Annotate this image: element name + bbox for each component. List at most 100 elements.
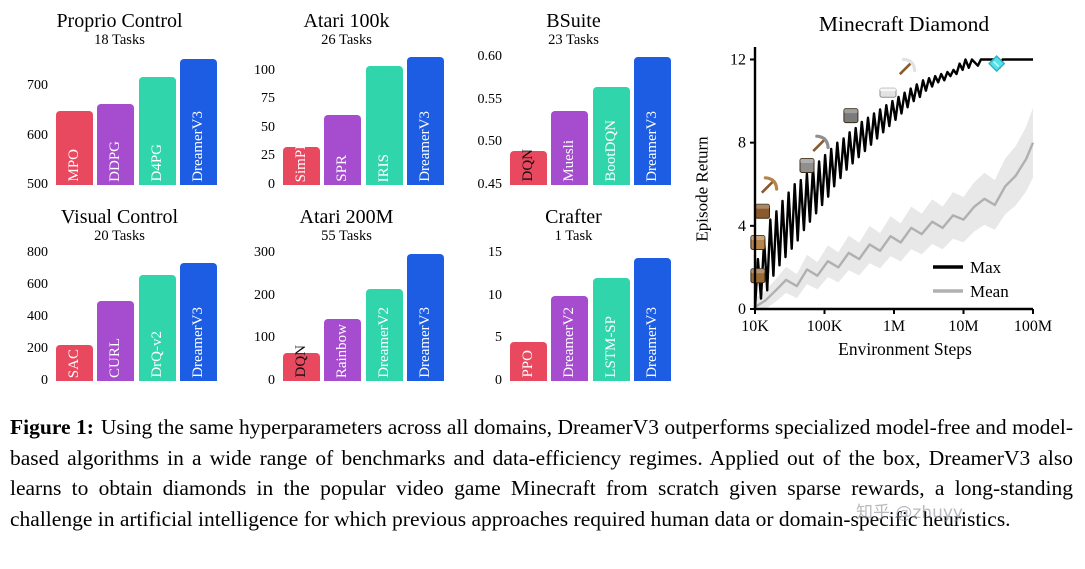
bar-dreamerv2: DreamerV2 — [365, 289, 403, 381]
x-axis-label: Environment Steps — [838, 339, 972, 359]
bars: MPO DDPG D4PG DreamerV3 — [54, 57, 219, 185]
chart-minecraft-diamond: Minecraft Diamond Episode Return 0 4 8 12 10… — [691, 6, 1083, 360]
y-tick-label: 200 — [27, 340, 48, 356]
y-tick-label: 50 — [261, 119, 275, 135]
bar-charts-grid: Proprio Control 18 Tasks 500 600 700 MPO DDP… — [6, 6, 687, 398]
plank-block-icon — [750, 235, 766, 250]
visual-control-plot: 0 200 400 600 800 SAC CURL DrQ-v2 DreamerV3 — [27, 245, 219, 387]
bar-dreamerv3: DreamerV3 — [406, 253, 444, 381]
bar-value-label: DreamerV3 — [189, 307, 206, 378]
caption-text: Using the same hyperparameters across al… — [10, 415, 1074, 531]
y-tick-label: 0.45 — [477, 176, 503, 192]
y-tick-label: 10 — [488, 287, 502, 303]
bar-dreamerv3: DreamerV3 — [179, 262, 217, 381]
chart-title: Proprio Control — [56, 10, 183, 32]
y-tick-label: 500 — [27, 176, 48, 192]
y-tick-label: 0 — [268, 372, 275, 388]
bar-value-label: Muesli — [561, 140, 578, 182]
y-tick-label: 8 — [738, 135, 746, 152]
bar-value-label: D4PG — [148, 144, 165, 182]
y-tick-label: 0 — [41, 372, 48, 388]
figure-1: Proprio Control 18 Tasks 500 600 700 MPO DDP… — [6, 6, 1083, 398]
chart-atari-200m: Atari 200M 55 Tasks 0 100 200 300 DQN Rainbow… — [233, 202, 460, 398]
minecraft-plot-svg: 0 4 8 12 10K 100K 1M 10M 100M Max Mean — [730, 47, 1052, 335]
y-tick-label: 0 — [495, 372, 502, 388]
bar-ddpg: DDPG — [97, 103, 135, 185]
bar-rainbow: Rainbow — [324, 319, 362, 381]
chart-subtitle: 26 Tasks — [321, 32, 372, 48]
y-tick-label: 400 — [27, 308, 48, 324]
chart-title: Visual Control — [60, 206, 179, 228]
bar-dreamerv3: DreamerV3 — [633, 258, 671, 381]
figure-caption: Figure 1: Using the same hyperparameters … — [10, 412, 1073, 535]
bar-value-label: DQN — [520, 149, 536, 182]
bars: DQN Muesli BootDQN DreamerV3 — [508, 56, 673, 185]
bar-value-label: DreamerV3 — [643, 111, 660, 182]
bar-value-label: DreamerV3 — [416, 111, 433, 182]
stone-block-icon — [799, 158, 815, 173]
bar-value-label: SAC — [66, 348, 82, 378]
furnace-block-icon — [843, 108, 859, 124]
x-tick-label: 1M — [883, 318, 905, 335]
chart-subtitle: 1 Task — [554, 228, 593, 244]
bar-drq-v2: DrQ-v2 — [138, 275, 176, 381]
chart-crafter: Crafter 1 Task 0 5 10 15 PPO DreamerV2 LSTM-SP… — [460, 202, 687, 398]
bar-lstm-sp: LSTM-SP — [592, 277, 630, 381]
bars: SAC CURL DrQ-v2 DreamerV3 — [54, 253, 219, 381]
y-axis-label-text: Episode Return — [693, 136, 713, 242]
bar-value-label: DreamerV2 — [561, 307, 578, 378]
chart-title: Atari 100k — [303, 10, 390, 32]
chart-title: Atari 200M — [299, 206, 394, 228]
stone-pickaxe-icon — [812, 134, 830, 152]
y-tick-label: 15 — [488, 244, 502, 260]
bar-dreamerv2: DreamerV2 — [551, 295, 589, 381]
chart-subtitle: 55 Tasks — [321, 228, 372, 244]
bar-dreamerv3: DreamerV3 — [179, 59, 217, 185]
y-tick-label: 800 — [27, 244, 48, 260]
y-tick-label: 0 — [268, 176, 275, 192]
y-tick-label: 75 — [261, 91, 275, 107]
chart-proprio-control: Proprio Control 18 Tasks 500 600 700 MPO DDP… — [6, 6, 233, 202]
max-line — [753, 58, 1033, 310]
mean-band — [755, 107, 1033, 309]
bsuite-plot: 0.45 0.50 0.55 0.60 DQN Muesli BootDQN DreamerV… — [478, 49, 673, 191]
bar-value-label: MPO — [66, 149, 82, 182]
x-tick-label: 100M — [1014, 318, 1052, 335]
y-tick-label: 0.60 — [477, 48, 503, 64]
bar-value-label: DrQ-v2 — [148, 331, 165, 378]
bar-value-label: CURL — [107, 337, 124, 378]
y-tick-label: 5 — [495, 330, 502, 346]
bar-dqn: DQN — [510, 149, 548, 185]
bar-simple: SimPLe — [283, 147, 321, 185]
chart-title: Minecraft Diamond — [818, 12, 990, 36]
y-axis-label: Episode Return — [691, 39, 715, 339]
chart-subtitle: 20 Tasks — [94, 228, 145, 244]
bar-d4pg: D4PG — [138, 76, 176, 185]
chart-subtitle: 23 Tasks — [548, 32, 599, 48]
bars: SimPLe SPR IRIS DreamerV3 — [281, 56, 446, 185]
chart-atari-100k: Atari 100k 26 Tasks 0 25 50 75 100 SimPLe SPR I… — [233, 6, 460, 202]
bar-value-label: SPR — [334, 155, 351, 182]
crafting-table-icon — [755, 203, 770, 219]
y-tick-label: 100 — [254, 330, 275, 346]
x-tick-label: 10M — [948, 318, 978, 335]
bar-value-label: PPO — [520, 350, 536, 378]
y-tick-label: 100 — [254, 62, 275, 78]
bar-dreamerv3: DreamerV3 — [633, 56, 671, 185]
bar-value-label: DreamerV3 — [189, 111, 206, 182]
bar-dreamerv3: DreamerV3 — [406, 56, 444, 185]
bar-value-label: IRIS — [375, 153, 392, 182]
bar-value-label: Rainbow — [334, 323, 351, 378]
atari-200m-plot: 0 100 200 300 DQN Rainbow DreamerV2 DreamerV3 — [254, 245, 446, 387]
chart-visual-control: Visual Control 20 Tasks 0 200 400 600 800 SAC… — [6, 202, 233, 398]
bar-iris: IRIS — [365, 66, 403, 185]
iron-ingot-icon — [879, 87, 897, 98]
y-tick-label: 200 — [254, 287, 275, 303]
bar-value-label: DreamerV2 — [375, 307, 392, 378]
bar-value-label: SimPLe — [293, 147, 309, 182]
bar-bootdqn: BootDQN — [592, 86, 630, 185]
bar-value-label: LSTM-SP — [602, 316, 619, 378]
x-tick-label: 10K — [741, 318, 769, 335]
proprio-control-plot: 500 600 700 MPO DDPG D4PG DreamerV3 — [27, 57, 219, 191]
y-tick-label: 0 — [738, 301, 746, 318]
